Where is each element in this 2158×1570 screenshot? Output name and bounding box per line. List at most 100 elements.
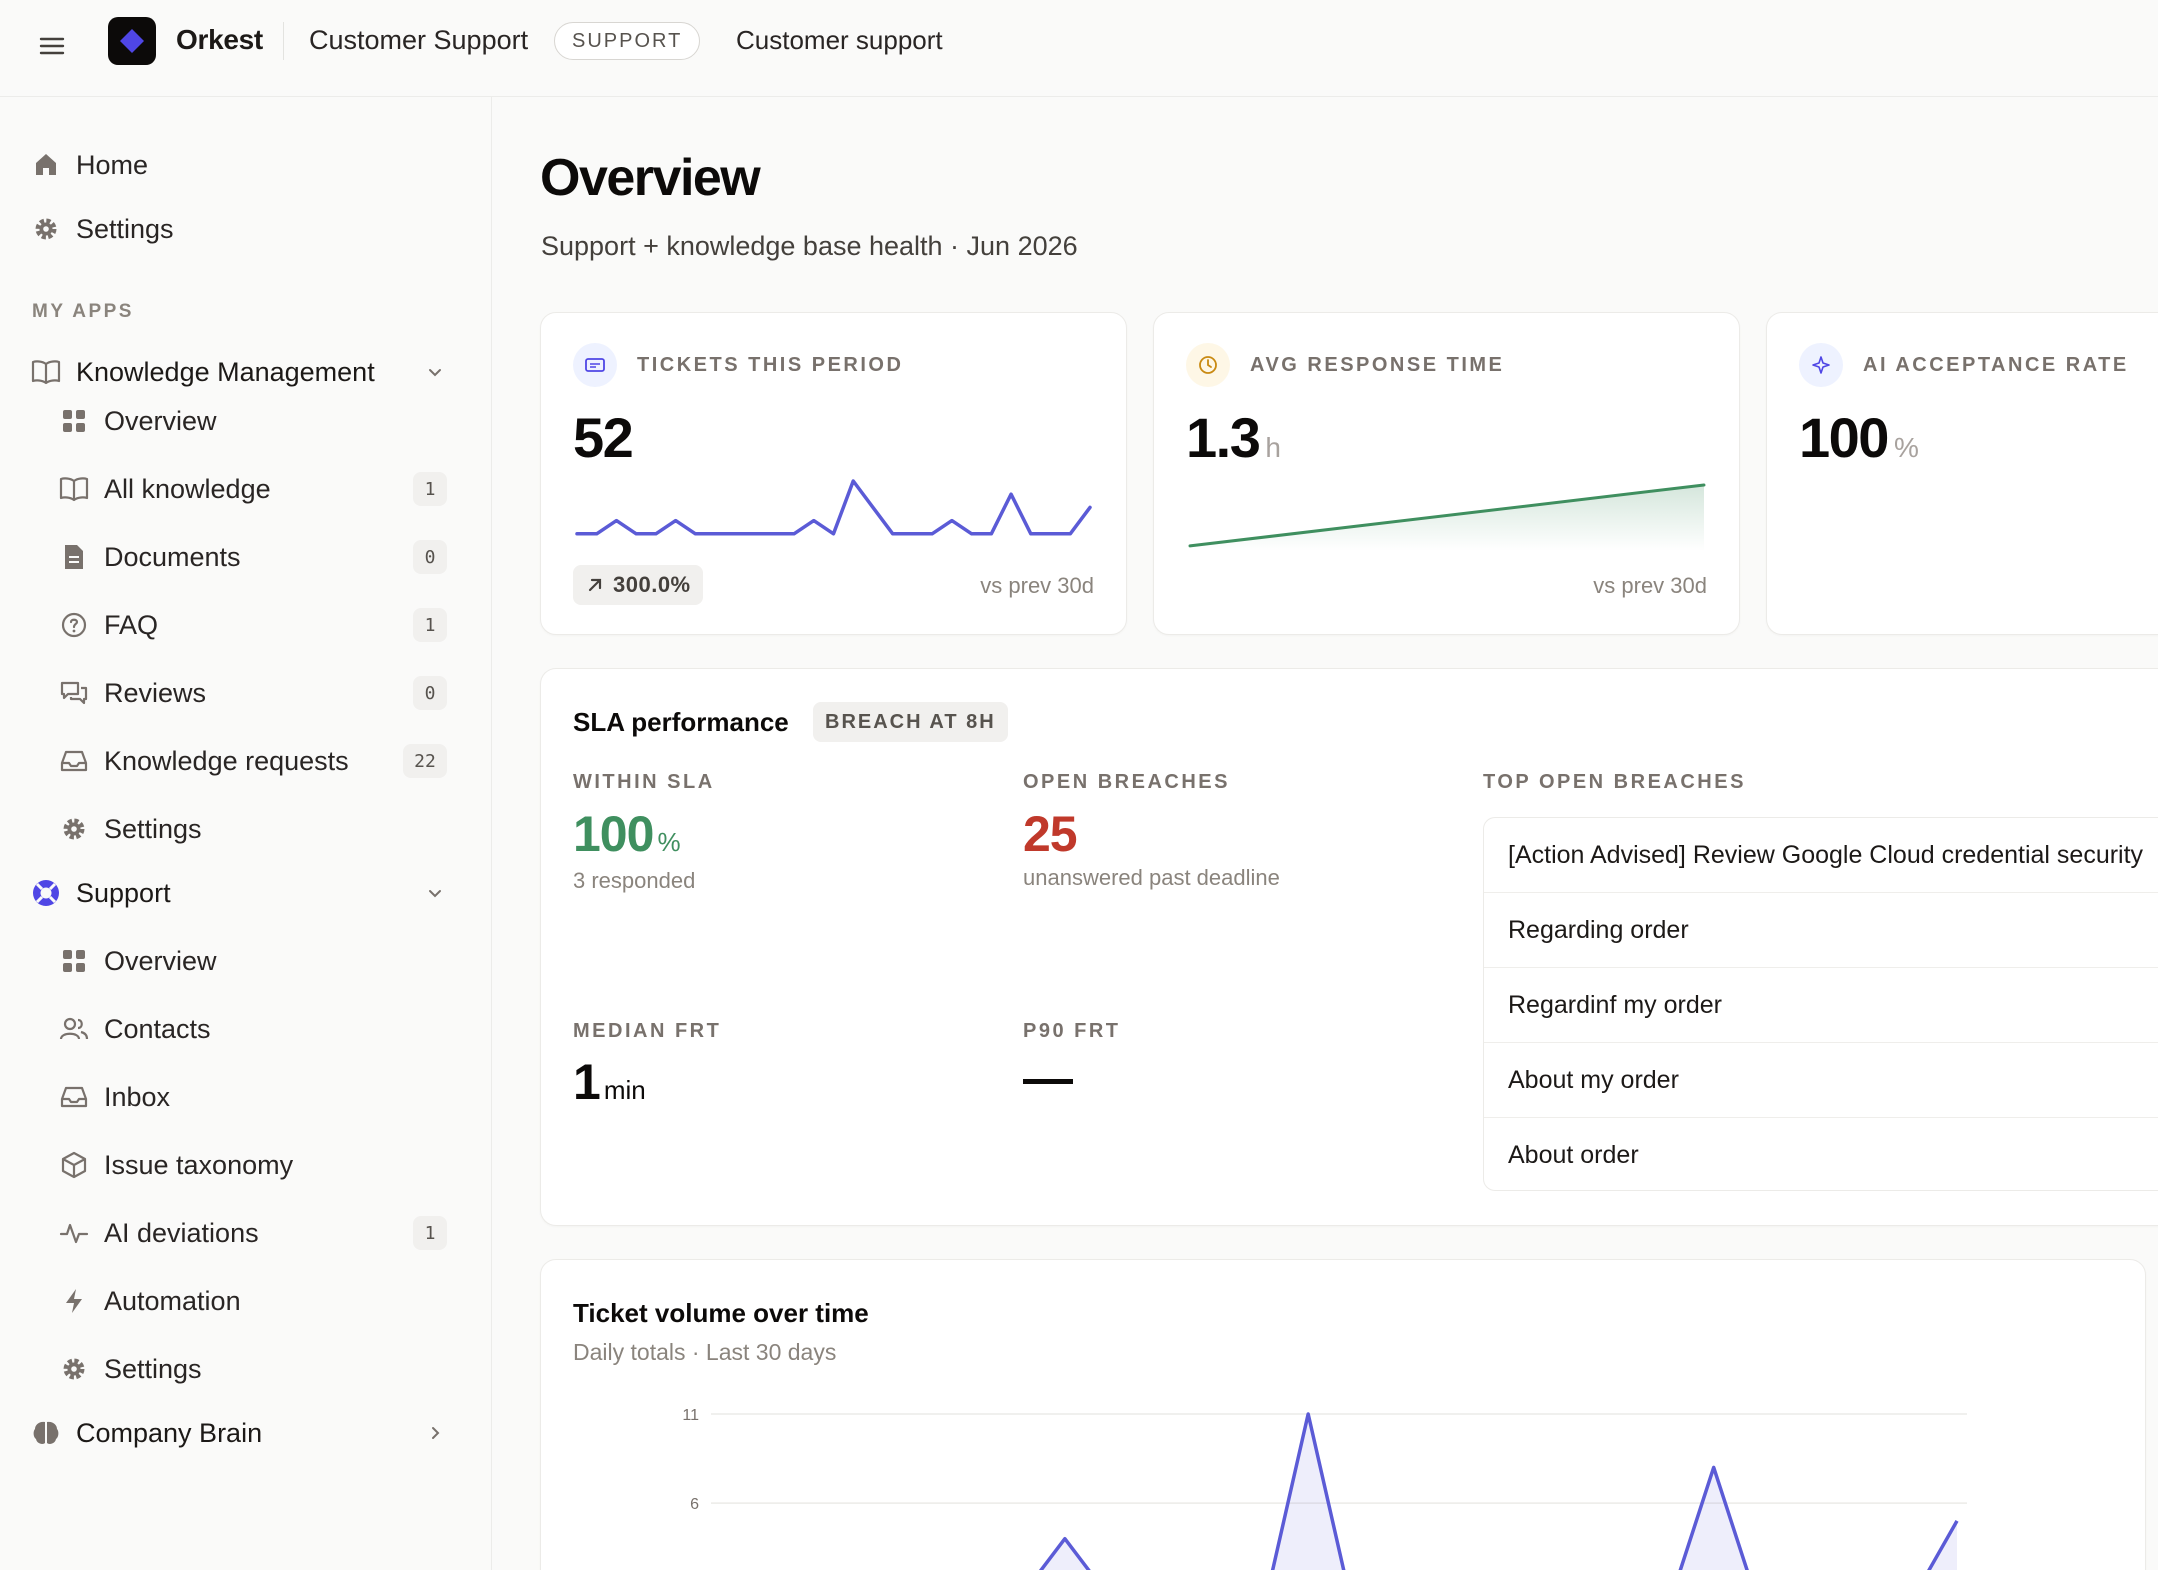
kpi-card-response-time[interactable]: AVG RESPONSE TIME 1.3 h vs prev 30d [1153, 312, 1740, 635]
breadcrumb[interactable]: Customer support [736, 25, 943, 55]
menu-button[interactable] [36, 30, 68, 62]
sidebar-item-ai-deviations[interactable]: AI deviations [58, 1207, 259, 1259]
sidebar-item-faq[interactable]: FAQ [58, 599, 158, 651]
lifebuoy-icon [30, 877, 62, 909]
ticket-volume-chart: 6 11 [682, 1407, 1967, 1570]
sidebar-item-reviews[interactable]: Reviews [58, 667, 206, 719]
inbox-icon [58, 745, 90, 777]
kpi-value: 1.3 h [1186, 405, 1281, 470]
count-badge: 1 [413, 608, 447, 642]
delta-badge: 300.0% [573, 565, 703, 605]
app-label: Support [76, 877, 171, 908]
clock-icon [1186, 343, 1230, 387]
sidebar-item-label: Settings [76, 213, 174, 244]
page-title: Overview [540, 149, 761, 207]
y-tick-label: 6 [690, 1496, 699, 1513]
app-label: Company Brain [76, 1417, 263, 1448]
sidebar-item-home[interactable]: Home [30, 139, 148, 191]
breach-row[interactable]: Regardinf my order [1484, 968, 2158, 1043]
activity-icon [58, 1217, 90, 1249]
kpi-unit: h [1265, 432, 1281, 463]
sidebar-item-label: Contacts [104, 1013, 211, 1044]
arrow-up-right-icon [588, 578, 602, 592]
sidebar-item-contacts[interactable]: Contacts [58, 1003, 211, 1055]
within-sla-note: 3 responded [573, 868, 696, 893]
sidebar-item-label: All knowledge [104, 473, 271, 504]
app-company-brain[interactable]: Company Brain [30, 1407, 262, 1459]
breach-row[interactable]: [Action Advised] Review Google Cloud cre… [1484, 818, 2158, 893]
delta-value: 300.0% [613, 572, 691, 597]
kpi-card-tickets[interactable]: TICKETS THIS PERIOD 52 300.0% vs prev 30… [540, 312, 1127, 635]
section-label: MY APPS [32, 301, 134, 322]
app-knowledge-management[interactable]: Knowledge Management [30, 346, 375, 398]
gear-icon [58, 1353, 90, 1385]
diamond-logo-icon [120, 29, 144, 53]
gear-icon [30, 213, 62, 245]
kpi-label: AVG RESPONSE TIME [1250, 353, 1505, 376]
sidebar-item-settings[interactable]: Settings [30, 203, 174, 255]
ticket-volume-card: Ticket volume over time Daily totals · L… [540, 1259, 2146, 1570]
sla-performance-card: SLA performance BREACH AT 8H WITHIN SLA … [540, 668, 2158, 1226]
page-subtitle: Support + knowledge base health · Jun 20… [541, 231, 1078, 261]
count-badge: 22 [403, 744, 447, 778]
sidebar-item-support-overview[interactable]: Overview [58, 935, 217, 987]
app-logo[interactable] [108, 17, 156, 65]
brand-name: Orkest [176, 24, 263, 55]
sidebar-item-label: Home [76, 149, 149, 180]
sidebar-item-km-overview[interactable]: Overview [58, 395, 217, 447]
kpi-value: 100% [1799, 405, 1919, 470]
sidebar-item-automation[interactable]: Automation [58, 1275, 241, 1327]
kpi-number: 100 [1799, 406, 1889, 469]
bolt-icon [58, 1285, 90, 1317]
chevron-down-icon[interactable] [423, 360, 447, 384]
kpi-label: AI ACCEPTANCE RATE [1863, 353, 2129, 376]
breach-row[interactable]: About order [1508, 1141, 1639, 1169]
app-label: Knowledge Management [76, 356, 375, 387]
workspace-badge: SUPPORT [554, 22, 701, 60]
sidebar-item-support-settings[interactable]: Settings [58, 1343, 202, 1395]
grid-icon [58, 405, 90, 437]
sidebar-item-km-settings[interactable]: Settings [58, 803, 202, 855]
document-icon [58, 541, 90, 573]
trend-line [1188, 483, 1706, 548]
breach-row[interactable]: About my order [1484, 1043, 2158, 1118]
within-sla-number: 100 [573, 806, 654, 862]
book-icon [58, 473, 90, 505]
chevron-down-icon[interactable] [423, 881, 447, 905]
kpi-number: 1.3 [1186, 406, 1261, 469]
within-sla-unit: % [657, 827, 681, 857]
response-trend-line [1188, 483, 1706, 551]
sidebar-item-label: Overview [104, 945, 217, 976]
median-frt-unit: min [603, 1075, 646, 1105]
divider [283, 22, 284, 60]
sidebar-item-label: Documents [104, 541, 241, 572]
sidebar-item-all-knowledge[interactable]: All knowledge [58, 463, 271, 515]
sparkline-path [575, 479, 1092, 536]
y-tick-label: 11 [682, 1407, 699, 1424]
sidebar-item-documents[interactable]: Documents [58, 531, 241, 583]
chart-title: Ticket volume over time [573, 1298, 869, 1328]
sidebar-item-issue-taxonomy[interactable]: Issue taxonomy [58, 1139, 293, 1191]
sidebar-item-label: Reviews [104, 677, 207, 708]
workspace-name[interactable]: Customer Support [309, 25, 529, 55]
gear-icon [58, 813, 90, 845]
kpi-value: 52 [573, 406, 634, 469]
top-breaches-label: TOP OPEN BREACHES [1483, 771, 1746, 793]
home-icon [30, 149, 62, 181]
compare-label: vs prev 30d [980, 573, 1094, 598]
kpi-card-ai-acceptance[interactable]: AI ACCEPTANCE RATE 100% [1766, 312, 2158, 635]
chevron-right-icon[interactable] [423, 1421, 447, 1445]
sidebar-item-knowledge-requests[interactable]: Knowledge requests [58, 735, 349, 787]
breach-row[interactable]: Regarding order [1484, 893, 2158, 968]
count-badge: 1 [413, 472, 447, 506]
sidebar-item-label: Automation [104, 1285, 241, 1316]
sidebar-item-inbox[interactable]: Inbox [58, 1071, 170, 1123]
ticket-icon [573, 343, 617, 387]
chat-icon [58, 677, 90, 709]
sidebar-item-label: AI deviations [104, 1217, 259, 1248]
app-support[interactable]: Support [30, 867, 171, 919]
count-badge: 0 [413, 676, 447, 710]
sidebar-item-label: Inbox [104, 1081, 171, 1112]
open-breaches-value: 25 [1023, 806, 1078, 862]
users-icon [58, 1013, 90, 1045]
